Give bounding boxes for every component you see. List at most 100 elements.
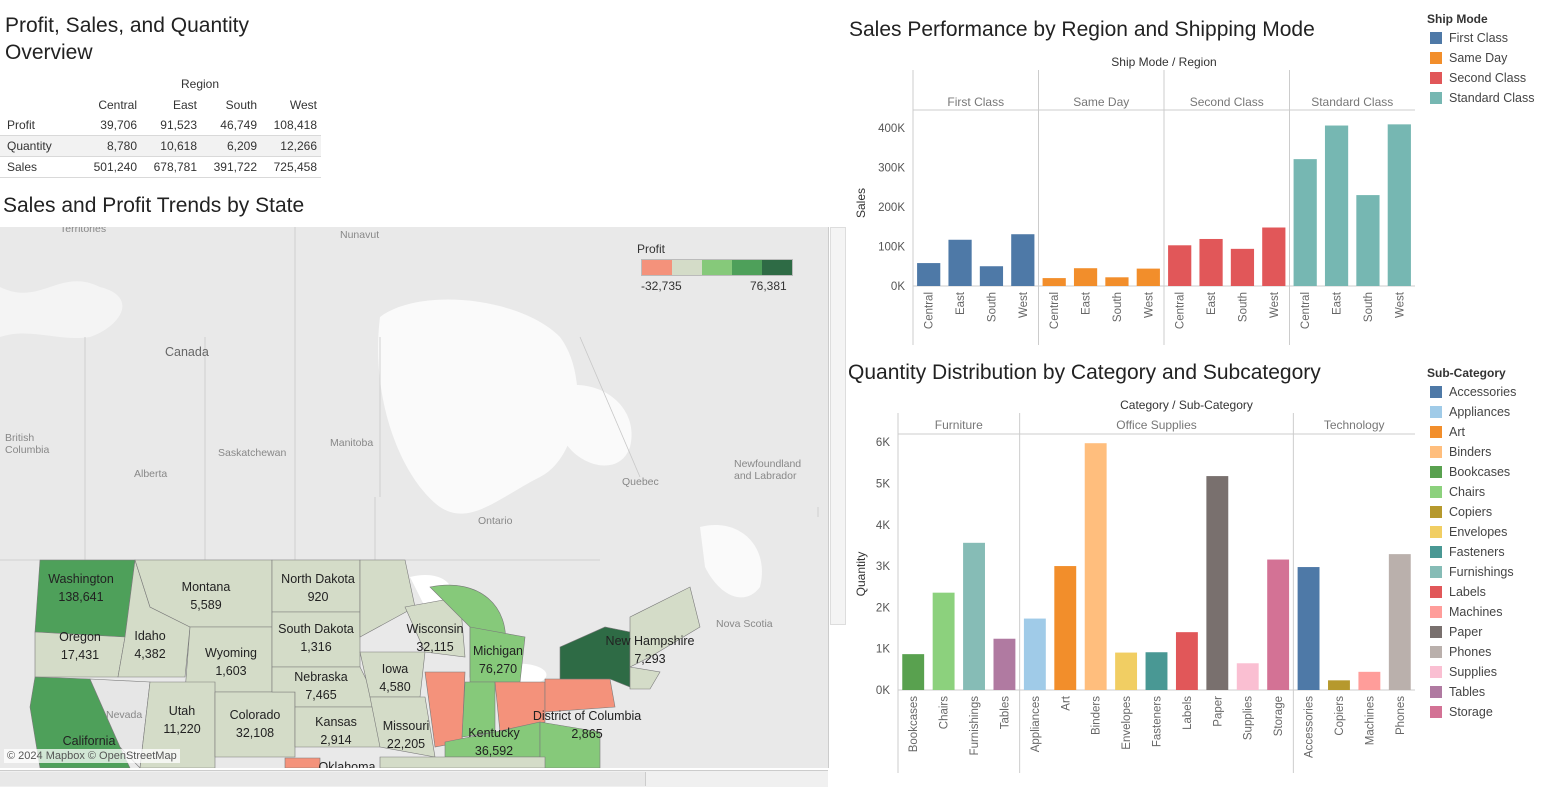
map-vertical-scrollbar[interactable] [828,227,846,768]
map-attribution[interactable]: © 2024 Mapbox © OpenStreetMap [4,749,180,763]
state-label-washington: Washington 138,641 [48,572,114,604]
legend-label: Copiers [1449,505,1493,519]
x-tick-label: West [1394,291,1406,318]
x-tick-label: Fasteners [1152,696,1164,747]
quantity-chart[interactable]: Category / Sub-Category 0K 1K 2K 3K 4K 5K 6K Qua… [845,393,1420,778]
legend-item[interactable]: Copiers [1430,505,1492,525]
y-tick-label: 2K [876,602,890,614]
legend-item[interactable]: Furnishings [1430,565,1514,585]
legend-label: Standard Class [1449,91,1535,105]
state-label-oregon: Oregon 17,431 [59,630,101,662]
x-tick-label: Central [1300,292,1312,329]
bar [1297,567,1320,690]
legend-item[interactable]: Bookcases [1430,465,1510,485]
legend-swatch [1430,52,1442,64]
state-label-utah: Utah 11,220 [163,704,201,736]
profit-legend-title: Profit [637,242,666,256]
legend-item[interactable]: Same Day [1430,51,1507,71]
y-tick-label: 0K [876,685,890,697]
legend-item[interactable]: Standard Class [1430,91,1534,111]
table-row[interactable]: Sales 501,240 678,781 391,722 725,458 [0,156,321,178]
cell: 46,749 [197,115,257,136]
y-tick-label: 200K [878,202,905,214]
x-tick-label: South [986,292,998,322]
legend-item[interactable]: Envelopes [1430,525,1507,545]
table-row[interactable]: Profit 39,706 91,523 46,749 108,418 [0,115,321,136]
group-header: Second Class [1190,95,1264,109]
legend-item[interactable]: Fasteners [1430,545,1505,565]
x-tick-label: Appliances [1030,696,1042,753]
legend-swatch [1430,386,1442,398]
sales-chart[interactable]: Ship Mode / Region First Class Same Day Sec… [845,50,1420,350]
bar [1328,680,1350,690]
legend-swatch [1430,506,1442,518]
group-header: Furniture [935,418,983,432]
overview-title: Profit, Sales, and Quantity Overview [5,14,249,64]
legend-swatch [1430,606,1442,618]
y-tick-label: 3K [876,561,890,573]
bar [1054,566,1077,690]
bar [993,638,1016,690]
map-label-quebec: Quebec [622,476,659,488]
state-label-montana: Montana 5,589 [181,580,231,612]
cell: 10,618 [137,135,197,157]
map-horizontal-scrollbar[interactable] [0,770,828,787]
map-label-newfoundland: Newfoundland and Labrador [734,458,802,482]
bar [1358,671,1381,690]
profit-legend-min: -32,735 [641,279,682,293]
bar [917,263,941,286]
bar [902,654,925,690]
x-tick-label: West [1143,291,1155,318]
bar [1387,124,1411,286]
cell: 501,240 [80,156,137,178]
bar [1115,652,1138,690]
legend-item[interactable]: Art [1430,425,1465,445]
legend-swatch [1430,646,1442,658]
x-tick-label: East [1206,291,1218,315]
legend-item[interactable]: Supplies [1430,665,1497,685]
legend-item[interactable]: Labels [1430,585,1486,605]
x-tick-label: Bookcases [908,696,920,753]
profit-legend-max: 76,381 [750,279,787,293]
x-tick-label: Storage [1273,696,1285,736]
col-header-west: West [289,98,317,112]
x-tick-label: Chairs [939,696,951,729]
cell: 39,706 [80,115,137,136]
state-map[interactable]: Territories Nunavut Canada British Colum… [0,227,828,768]
x-tick-label: Central [1175,292,1187,329]
legend-item[interactable]: Phones [1430,645,1491,665]
legend-item[interactable]: Paper [1430,625,1482,645]
legend-item[interactable]: Tables [1430,685,1485,705]
bar [1011,234,1035,286]
map-label-manitoba: Manitoba [330,437,374,449]
scrollbar-thumb[interactable] [0,772,646,786]
row-label: Quantity [0,135,80,157]
legend-item[interactable]: Appliances [1430,405,1510,425]
col-header-east: East [172,98,197,112]
legend-item[interactable]: Accessories [1430,385,1516,405]
legend-label: Fasteners [1449,545,1505,559]
legend-item[interactable]: First Class [1430,31,1508,51]
legend-item[interactable]: Machines [1430,605,1503,625]
legend-swatch [1430,72,1442,84]
legend-label: Envelopes [1449,525,1508,539]
legend-item[interactable]: Binders [1430,445,1491,465]
state-label-wyoming: Wyoming 1,603 [205,646,257,678]
state-label-michigan: Michigan 76,270 [472,644,524,676]
bar [963,542,985,690]
legend-item[interactable]: Second Class [1430,71,1526,91]
legend-item[interactable]: Chairs [1430,485,1485,505]
table-row[interactable]: Quantity 8,780 10,618 6,209 12,266 [0,135,321,157]
legend-label: Furnishings [1449,565,1514,579]
legend-label: Second Class [1449,71,1527,85]
group-header: Technology [1324,418,1385,432]
scrollbar-thumb[interactable] [830,227,846,625]
x-tick-label: Furnishings [969,696,981,756]
state-label-iowa: Iowa 4,580 [379,662,411,694]
bar [1230,248,1255,286]
bar [1236,663,1259,690]
legend-item[interactable]: Storage [1430,705,1493,725]
legend-label: Chairs [1449,485,1486,499]
legend-swatch [1430,526,1442,538]
legend-swatch [1430,546,1442,558]
